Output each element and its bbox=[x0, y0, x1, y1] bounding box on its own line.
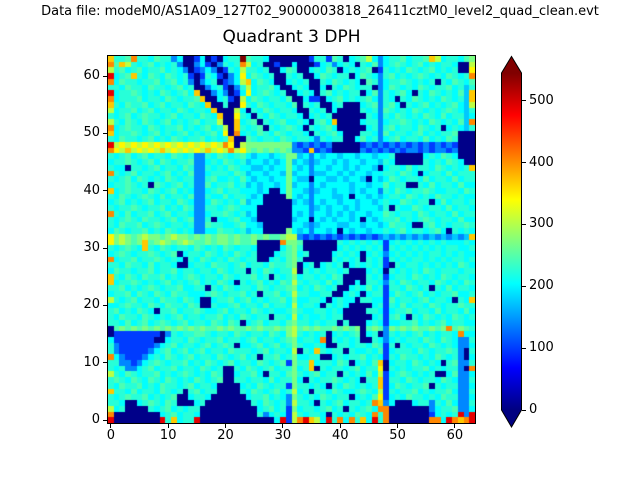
x-tick-label: 30 bbox=[274, 428, 292, 443]
y-tick-label: 40 bbox=[83, 182, 100, 198]
colorbar bbox=[501, 55, 522, 428]
colorbar-tick-label: 200 bbox=[529, 278, 554, 294]
x-tick-label: 20 bbox=[217, 428, 234, 443]
x-tick-label: 40 bbox=[331, 428, 349, 443]
colorbar-tick bbox=[521, 162, 526, 164]
x-tick-label: 60 bbox=[446, 428, 464, 443]
x-tick-label: 10 bbox=[159, 428, 177, 443]
x-tick bbox=[282, 424, 284, 428]
colorbar-gradient bbox=[501, 55, 522, 428]
colorbar-tick bbox=[521, 347, 526, 349]
colorbar-tick-label: 0 bbox=[529, 402, 538, 417]
y-tick bbox=[103, 190, 107, 192]
y-tick-label: 20 bbox=[83, 297, 100, 313]
colorbar-tick bbox=[521, 223, 526, 225]
y-tick-label: 60 bbox=[83, 68, 100, 84]
y-tick bbox=[103, 304, 107, 306]
y-tick bbox=[103, 419, 107, 421]
y-tick bbox=[103, 132, 107, 134]
plot-title: Quadrant 3 DPH bbox=[222, 27, 361, 47]
colorbar-tick-label: 300 bbox=[529, 216, 554, 232]
y-tick-label: 10 bbox=[83, 354, 100, 370]
y-tick bbox=[103, 362, 107, 364]
y-tick bbox=[103, 75, 107, 77]
x-tick bbox=[110, 424, 112, 428]
y-tick bbox=[103, 247, 107, 249]
x-tick bbox=[225, 424, 227, 428]
colorbar-tick-label: 500 bbox=[529, 92, 554, 108]
x-tick bbox=[339, 424, 341, 428]
x-tick-label: 50 bbox=[389, 428, 406, 443]
y-tick-label: 50 bbox=[83, 125, 100, 141]
colorbar-tick bbox=[521, 409, 526, 411]
x-tick-label: 0 bbox=[106, 428, 115, 443]
colorbar-tick-label: 100 bbox=[529, 340, 554, 356]
x-tick bbox=[167, 424, 169, 428]
colorbar-tick-label: 400 bbox=[529, 154, 554, 170]
data-file-label: Data file: modeM0/AS1A09_127T02_90000038… bbox=[41, 4, 599, 19]
y-tick-label: 30 bbox=[83, 240, 100, 256]
x-tick bbox=[454, 424, 456, 428]
colorbar-tick bbox=[521, 100, 526, 102]
x-tick bbox=[397, 424, 399, 428]
y-tick-label: 0 bbox=[91, 412, 100, 428]
colorbar-tick bbox=[521, 285, 526, 287]
dph-heatmap bbox=[108, 56, 475, 423]
